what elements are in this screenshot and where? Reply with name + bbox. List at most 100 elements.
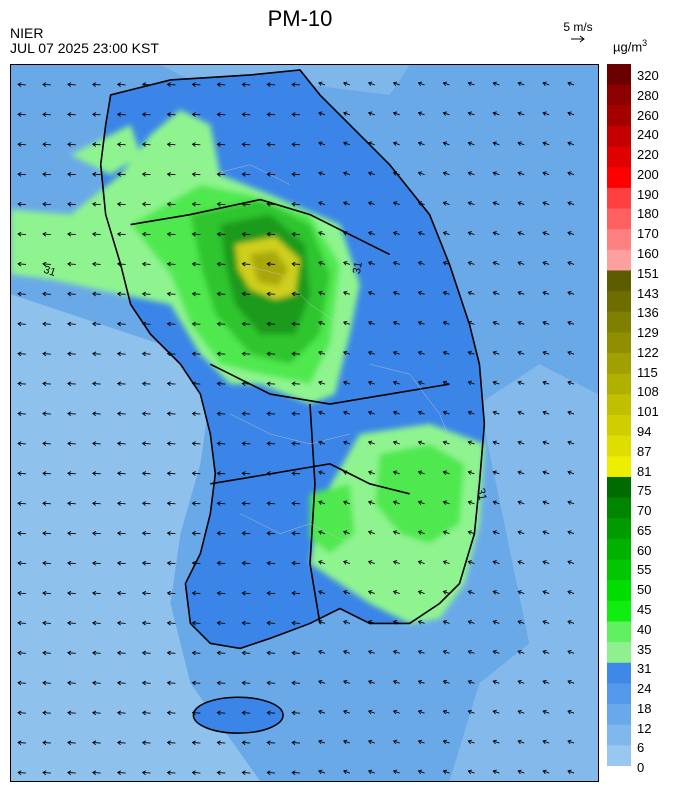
wind-arrow-icon: [241, 590, 251, 596]
wind-arrow-icon: [191, 411, 201, 417]
wind-arrow-icon: [166, 201, 176, 207]
wind-arrow-icon: [42, 411, 51, 417]
wind-arrow-icon: [492, 620, 500, 625]
wind-arrow-icon: [291, 381, 301, 387]
wind-arrow-icon: [191, 351, 201, 357]
wind-arrow-icon: [92, 351, 101, 357]
wind-arrow-icon: [67, 321, 76, 327]
unit-text: µg/m: [613, 39, 643, 55]
provincial-boundary-south: [210, 463, 410, 495]
provincial-boundary-north: [130, 198, 391, 256]
wind-arrow-icon: [542, 590, 550, 595]
wind-arrow-icon: [241, 172, 251, 177]
color-scale-swatch: [607, 229, 631, 251]
wind-arrow-icon: [291, 471, 301, 476]
wind-arrow-icon: [542, 679, 550, 685]
wind-arrow-icon: [191, 142, 201, 147]
wind-arrow-icon: [467, 111, 475, 116]
color-scale-label: 18: [637, 700, 652, 716]
wind-arrow-icon: [42, 531, 51, 536]
wind-arrow-icon: [241, 201, 251, 207]
concentration-map: 31 31 31: [10, 64, 599, 782]
wind-arrow-icon: [17, 531, 26, 536]
wind-arrow-icon: [291, 680, 301, 686]
wind-arrow-icon: [542, 380, 550, 386]
wind-arrow-icon: [367, 141, 375, 146]
wind-arrow-icon: [343, 350, 350, 356]
wind-arrow-icon: [291, 770, 301, 776]
wind-arrow-icon: [492, 410, 500, 416]
wind-arrow-icon: [492, 350, 500, 356]
color-scale-label: 75: [637, 483, 652, 499]
wind-arrow-icon: [417, 111, 425, 116]
wind-arrow-icon: [467, 679, 475, 685]
wind-arrow-icon: [492, 440, 500, 446]
color-scale-label: 170: [637, 226, 659, 242]
wind-arrow-icon: [367, 320, 375, 326]
wind-arrow-icon: [116, 321, 126, 327]
wind-arrow-icon: [241, 381, 251, 387]
wind-arrow-icon: [92, 381, 101, 387]
wind-arrow-icon: [442, 440, 450, 446]
wind-arrow-icon: [241, 710, 251, 716]
wind-arrow-icon: [116, 770, 126, 776]
wind-arrow-icon: [291, 321, 301, 327]
wind-arrow-icon: [92, 531, 101, 536]
wind-arrow-icon: [42, 471, 51, 476]
wind-arrow-icon: [241, 291, 251, 297]
wind-arrow-icon: [116, 590, 126, 596]
wind-arrow-icon: [517, 350, 525, 356]
wind-arrow-icon: [492, 649, 500, 655]
wind-arrow-icon: [17, 82, 26, 87]
color-scale-label: 280: [637, 87, 659, 103]
wind-arrow-icon: [492, 679, 500, 685]
wind-arrow-icon: [141, 261, 151, 267]
wind-arrow-icon: [517, 500, 525, 505]
wind-arrow-icon: [367, 590, 375, 595]
wind-arrow-icon: [567, 440, 575, 446]
wind-arrow-icon: [567, 470, 575, 475]
wind-arrow-icon: [567, 769, 575, 775]
wind-arrow-icon: [166, 471, 176, 476]
sea-far-east: [449, 364, 598, 781]
wind-arrow-icon: [291, 740, 301, 746]
wind-arrow-icon: [291, 142, 301, 147]
wind-arrow-icon: [492, 560, 500, 565]
wind-arrow-icon: [266, 261, 276, 267]
color-scale-swatch: [607, 64, 631, 86]
wind-arrow-icon: [141, 351, 151, 357]
wind-arrow-icon: [542, 470, 550, 475]
wind-arrow-icon: [343, 320, 350, 326]
wind-arrow-icon: [42, 590, 51, 596]
wind-arrow-icon: [517, 530, 525, 535]
wind-arrow-icon: [216, 740, 226, 746]
wind-arrow-icon: [116, 82, 126, 87]
wind-arrow-icon: [266, 381, 276, 387]
wind-arrow-icon: [392, 679, 400, 685]
wind-arrow-icon: [216, 531, 226, 536]
wind-arrow-icon: [442, 470, 450, 475]
wind-reference-arrow-icon: [571, 35, 585, 43]
wind-arrow-icon: [42, 112, 51, 117]
wind-arrow-icon: [367, 201, 375, 206]
color-scale-labels: 320 280 260 240 220 200 190 180 170 160 151 143 136 1…: [637, 64, 673, 775]
wind-arrow-icon: [567, 231, 575, 236]
wind-arrow-icon: [92, 770, 101, 776]
wind-arrow-icon: [343, 81, 350, 87]
color-scale-label: 65: [637, 522, 652, 538]
wind-arrow-icon: [191, 231, 201, 237]
color-scale-swatch: [607, 208, 631, 230]
wind-arrow-icon: [367, 111, 375, 116]
wind-arrow-icon: [141, 411, 151, 417]
wind-arrow-icon: [42, 680, 51, 686]
wind-arrow-icon: [367, 530, 375, 535]
wind-arrow-icon: [92, 261, 101, 267]
forecast-timestamp: JUL 07 2025 23:00 KST: [10, 40, 159, 56]
wind-arrow-icon: [417, 201, 425, 206]
wind-arrow-icon: [216, 590, 226, 596]
wind-arrow-icon: [116, 172, 126, 177]
wind-arrow-icon: [542, 530, 550, 535]
wind-arrow-icon: [542, 410, 550, 416]
wind-arrow-icon: [42, 291, 51, 297]
wind-arrow-icon: [67, 351, 76, 357]
